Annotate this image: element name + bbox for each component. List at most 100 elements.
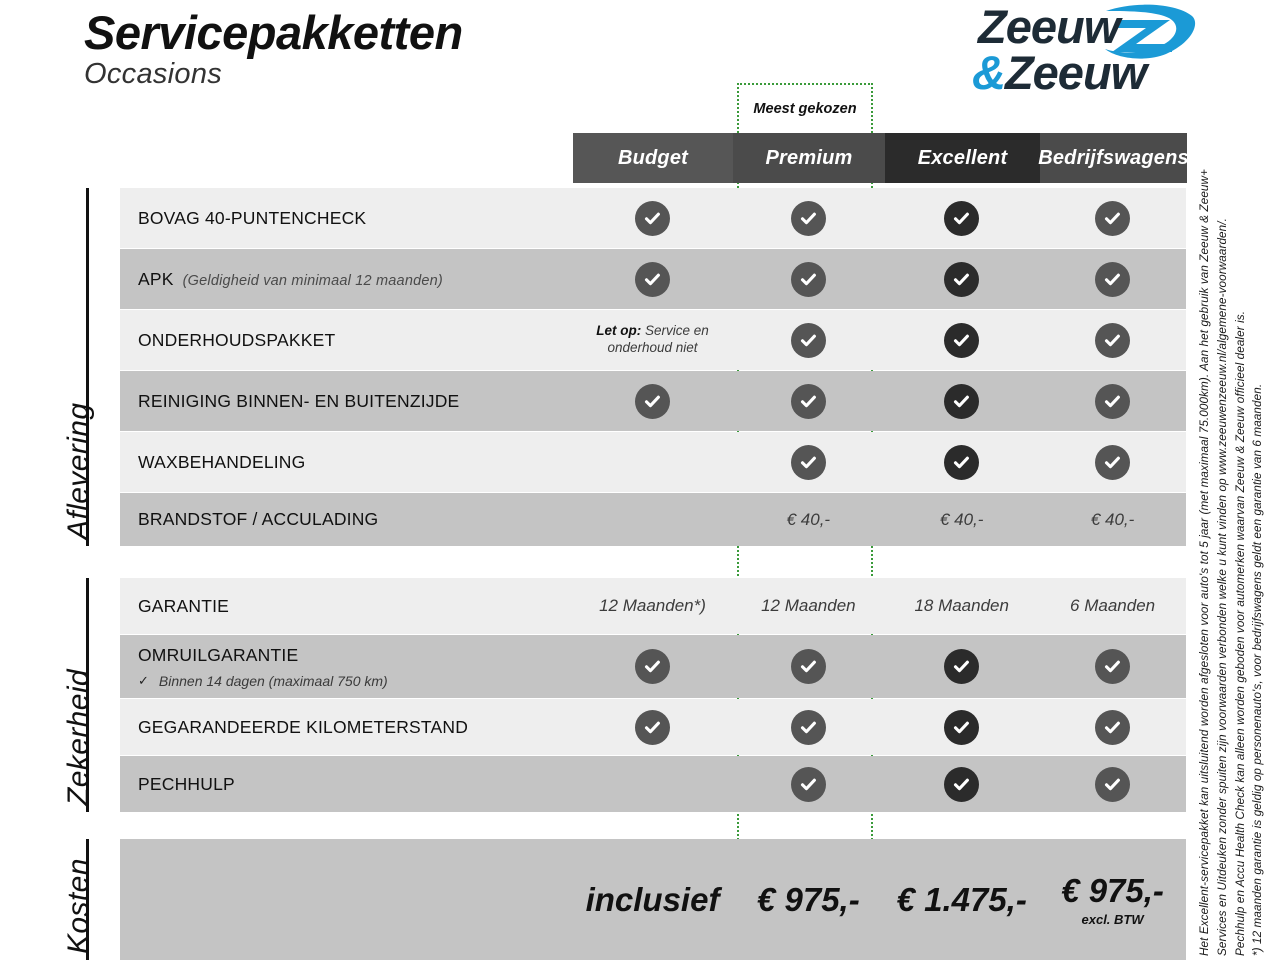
fineprint-line-4: *) 12 maanden garantie is geldig op pers… xyxy=(1251,383,1265,956)
cell-onderhoud-excellent xyxy=(884,310,1039,370)
row-label-onderhoudspakket: ONDERHOUDSPAKKET xyxy=(120,310,573,370)
check-icon xyxy=(944,649,980,684)
check-icon xyxy=(635,383,670,419)
row-title: OMRUILGARANTIE xyxy=(138,644,299,665)
price-bedrijfswagens-value: € 975,- xyxy=(1061,872,1164,909)
cell-reiniging-budget xyxy=(573,371,733,431)
check-icon xyxy=(944,261,980,297)
check-icon xyxy=(944,383,980,419)
row-subnote-text: Binnen 14 dagen (maximaal 750 km) xyxy=(158,672,388,689)
check-icon xyxy=(944,766,980,802)
fineprint-line-3: Pechhulp en Accu Health Check kan alleen… xyxy=(1233,310,1247,956)
page-subtitle: Occasions xyxy=(84,58,223,91)
cell-wax-bedrijfswagens xyxy=(1039,432,1186,492)
cell-garantie-excellent: 18 Maanden xyxy=(914,596,1009,615)
check-icon xyxy=(1095,649,1131,684)
check-icon xyxy=(790,444,826,480)
section-rule-aflevering xyxy=(86,188,89,546)
cell-pechhulp-budget xyxy=(573,756,733,812)
cell-onderhoud-bedrijfswagens xyxy=(1039,310,1186,370)
cell-kilometerstand-premium xyxy=(732,699,884,755)
check-icon xyxy=(635,200,670,236)
table-row: OMRUILGARANTIE ✓ Binnen 14 dagen (maxima… xyxy=(120,635,1186,698)
table-row: GEGARANDEERDE KILOMETERSTAND xyxy=(120,699,1186,755)
price-row-spacer xyxy=(120,839,573,960)
row-title: APK xyxy=(138,268,174,289)
check-icon xyxy=(635,649,670,684)
cell-apk-budget xyxy=(573,249,733,309)
row-label-reiniging: REINIGING BINNEN- EN BUITENZIJDE xyxy=(120,371,573,431)
cell-apk-excellent xyxy=(884,249,1039,309)
row-subnote-omruilgarantie: ✓ Binnen 14 dagen (maximaal 750 km) xyxy=(138,673,573,689)
price-bedrijfswagens-note: excl. BTW xyxy=(1081,912,1144,927)
logo-text-zeeuw-2: Zeeuw xyxy=(1004,46,1147,99)
cell-bovag-premium xyxy=(732,188,884,248)
cell-bovag-excellent xyxy=(884,188,1039,248)
check-icon xyxy=(790,261,826,297)
cell-pechhulp-bedrijfswagens xyxy=(1039,756,1186,812)
cell-wax-premium xyxy=(732,432,884,492)
legal-fineprint-block: Het Excellent-servicepakket kan uitsluit… xyxy=(1196,128,1280,956)
section-rule-zekerheid xyxy=(86,578,89,812)
column-header-budget[interactable]: Budget xyxy=(573,133,733,183)
swoosh-z-icon xyxy=(1092,4,1198,65)
table-row: BRANDSTOF / ACCULADING € 40,- € 40,- € 4… xyxy=(120,493,1186,546)
table-row: BOVAG 40-PUNTENCHECK xyxy=(120,188,1186,248)
warning-prefix: Let op: xyxy=(596,323,642,339)
cell-brandstof-excellent: € 40,- xyxy=(939,509,984,529)
most-chosen-badge: Meest gekozen xyxy=(737,83,873,133)
check-icon xyxy=(944,709,980,745)
warning-text: Service en onderhoud niet xyxy=(607,323,709,355)
highlight-border-right xyxy=(871,133,873,960)
column-header-bedrijfswagens[interactable]: Bedrijfswagens xyxy=(1038,133,1189,183)
cell-apk-bedrijfswagens xyxy=(1039,249,1186,309)
check-icon xyxy=(790,709,826,745)
logo-ampersand: & xyxy=(972,46,1006,99)
check-icon xyxy=(635,261,670,297)
column-header-premium[interactable]: Premium xyxy=(733,133,885,183)
check-icon xyxy=(1095,709,1131,745)
column-header-row: Budget Premium Excellent Bedrijfswagens xyxy=(573,133,1189,183)
check-icon xyxy=(944,444,980,480)
section-label-aflevering: Aflevering xyxy=(62,402,95,540)
row-label-omruilgarantie: OMRUILGARANTIE ✓ Binnen 14 dagen (maxima… xyxy=(120,635,573,698)
price-bedrijfswagens: € 975,- excl. BTW xyxy=(1039,839,1186,960)
cell-brandstof-premium: € 40,- xyxy=(786,509,831,529)
section-label-kosten: Kosten xyxy=(62,858,95,954)
logo-text-zeeuw-1: Zeeuw xyxy=(978,0,1120,53)
cell-onderhoud-premium xyxy=(732,310,884,370)
check-icon xyxy=(790,383,826,419)
cell-kilometerstand-bedrijfswagens xyxy=(1039,699,1186,755)
cell-omruil-premium xyxy=(732,635,884,698)
cell-reiniging-premium xyxy=(732,371,884,431)
cell-pechhulp-premium xyxy=(732,756,884,812)
cell-reiniging-bedrijfswagens xyxy=(1039,371,1186,431)
check-icon xyxy=(1095,444,1131,480)
check-icon xyxy=(790,322,826,358)
most-chosen-label: Meest gekozen xyxy=(753,101,857,117)
cell-kilometerstand-budget xyxy=(573,699,733,755)
cell-omruil-excellent xyxy=(884,635,1039,698)
check-icon xyxy=(944,322,980,358)
cell-pechhulp-excellent xyxy=(884,756,1039,812)
row-title: GARANTIE xyxy=(138,595,230,616)
budget-warning-note: Let op: Service en onderhoud niet xyxy=(573,323,733,357)
table-row: APK (Geldigheid van minimaal 12 maanden) xyxy=(120,249,1186,309)
row-label-apk: APK (Geldigheid van minimaal 12 maanden) xyxy=(120,249,573,309)
price-row: inclusief € 975,- € 1.475,- € 975,- excl… xyxy=(120,839,1186,960)
table-row: GARANTIE 12 Maanden*) 12 Maanden 18 Maan… xyxy=(120,578,1186,634)
logo-line-2: &Zeeuw xyxy=(972,49,1147,96)
check-icon xyxy=(1095,200,1131,236)
cell-omruil-bedrijfswagens xyxy=(1039,635,1186,698)
column-header-excellent[interactable]: Excellent xyxy=(885,133,1040,183)
cell-brandstof-bedrijfswagens: € 40,- xyxy=(1090,509,1135,529)
row-title: ONDERHOUDSPAKKET xyxy=(138,329,336,350)
row-label-pechhulp: PECHHULP xyxy=(120,756,573,812)
check-icon xyxy=(1095,261,1131,297)
row-title: WAXBEHANDELING xyxy=(138,451,306,472)
cell-garantie-premium: 12 Maanden xyxy=(761,596,856,615)
cell-omruil-budget xyxy=(573,635,733,698)
cell-apk-premium xyxy=(732,249,884,309)
cell-bovag-bedrijfswagens xyxy=(1039,188,1186,248)
